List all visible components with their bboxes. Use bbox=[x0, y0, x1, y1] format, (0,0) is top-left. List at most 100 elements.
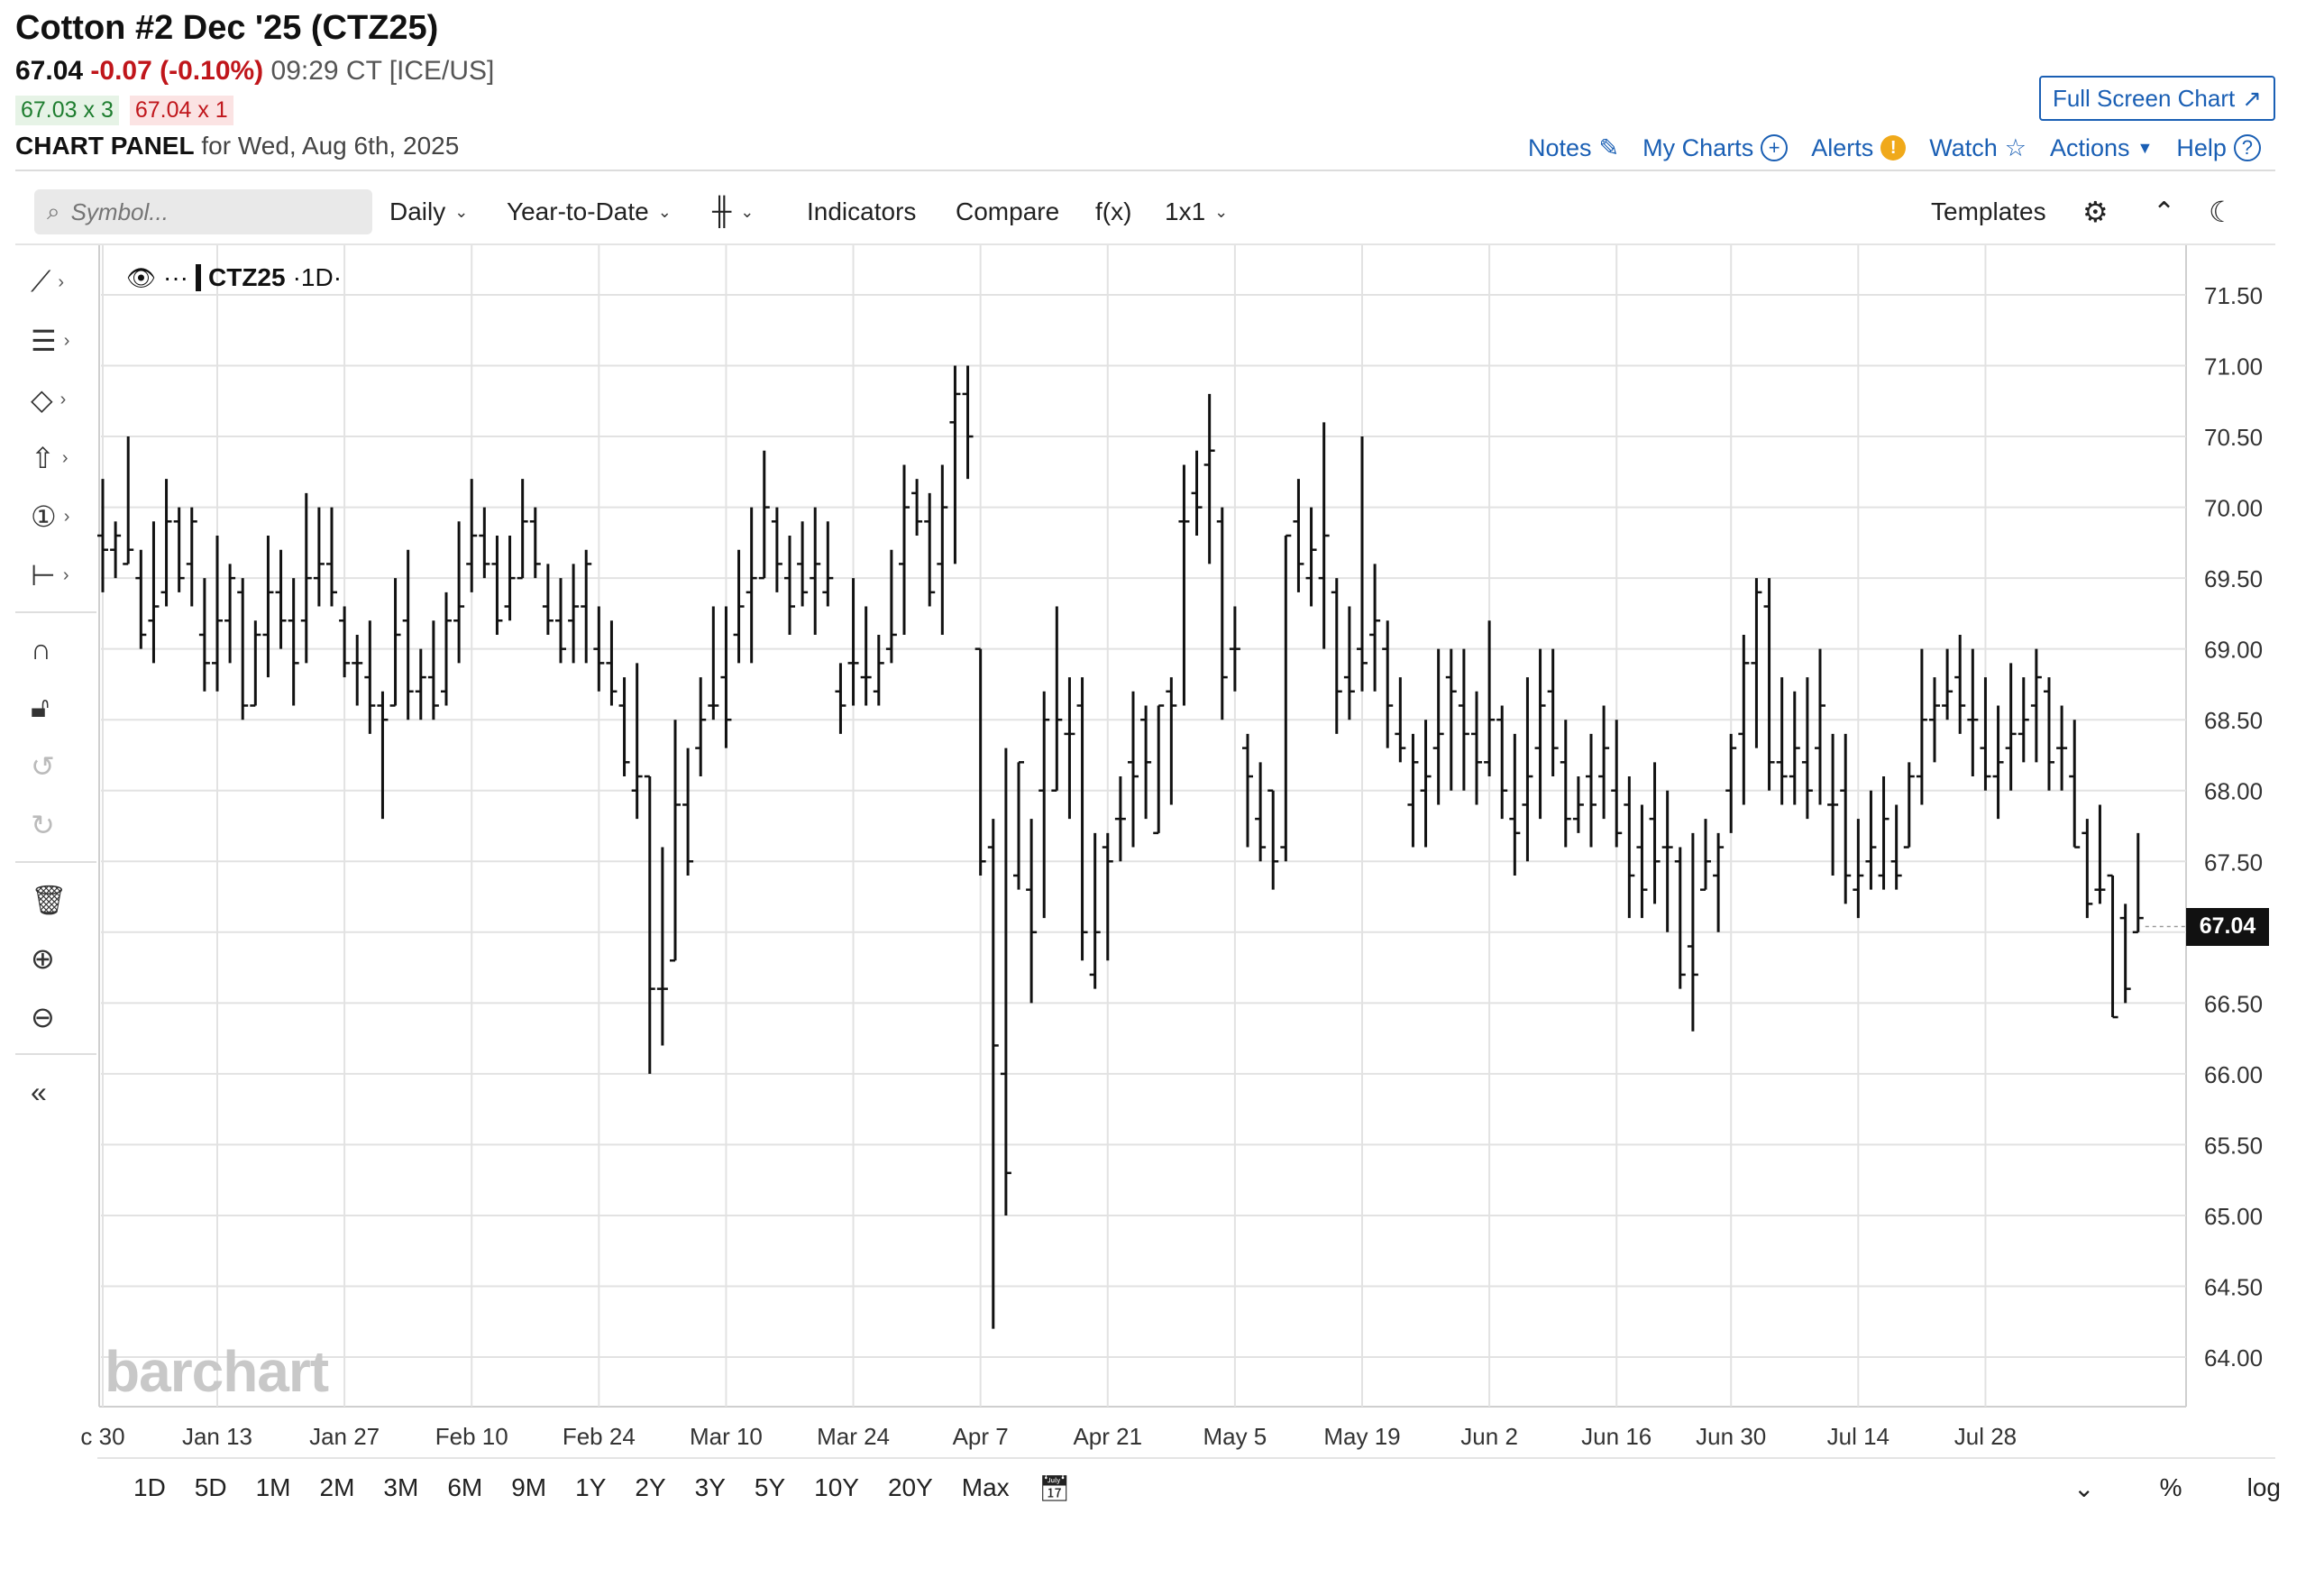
help-link[interactable]: Help ? bbox=[2176, 134, 2261, 162]
ohlc-bar bbox=[682, 748, 694, 876]
zoom-in-button[interactable]: ⊕ bbox=[31, 938, 81, 979]
x-tick-label: Mar 10 bbox=[690, 1423, 763, 1450]
watch-label: Watch bbox=[1929, 133, 1998, 161]
legend-menu-dots[interactable]: ··· bbox=[163, 263, 188, 291]
my-charts-link[interactable]: My Charts + bbox=[1642, 134, 1789, 162]
alerts-link[interactable]: Alerts ! bbox=[1811, 134, 1907, 162]
chart-legend[interactable]: 👁︎ ··· CTZ25 ·1D· bbox=[126, 263, 342, 292]
ohlc-bar bbox=[1357, 436, 1368, 692]
indicators-button[interactable]: Indicators bbox=[807, 189, 916, 234]
magnet-button[interactable]: ∩ bbox=[31, 628, 81, 670]
ohlc-bar bbox=[1572, 776, 1584, 833]
ohlc-bar bbox=[1343, 606, 1355, 720]
notes-link[interactable]: Notes ✎ bbox=[1528, 134, 1619, 162]
range-button-5d[interactable]: 5D bbox=[194, 1473, 227, 1501]
log-toggle[interactable]: log bbox=[2246, 1473, 2281, 1501]
ohlc-bar bbox=[1611, 720, 1623, 848]
ohlc-bar bbox=[135, 549, 147, 649]
measure-tool-button[interactable]: ⊢ › bbox=[31, 555, 81, 596]
symbol-input[interactable] bbox=[70, 197, 342, 226]
ohlc-bar bbox=[1255, 762, 1267, 862]
double-chevron-down-icon[interactable]: ⌄ bbox=[2073, 1473, 2095, 1502]
percent-toggle[interactable]: % bbox=[2159, 1473, 2182, 1501]
ohlc-bar bbox=[873, 634, 884, 706]
caret-down-icon: ▼ bbox=[2136, 138, 2154, 157]
ohlc-bar bbox=[97, 479, 108, 592]
ohlc-bar bbox=[581, 549, 592, 664]
range-button-9m[interactable]: 9M bbox=[511, 1473, 547, 1501]
ohlc-bar bbox=[110, 521, 122, 579]
ohlc-bar bbox=[1687, 832, 1698, 1032]
watch-link[interactable]: Watch ☆ bbox=[1929, 134, 2027, 162]
ohlc-bar bbox=[1942, 648, 1953, 720]
templates-button[interactable]: Templates bbox=[1931, 189, 2046, 234]
y-tick-label: 68.50 bbox=[2204, 707, 2263, 734]
fib-tool-button[interactable]: ☰ › bbox=[31, 320, 81, 362]
ohlc-bar bbox=[517, 479, 528, 580]
ohlc-bar bbox=[1560, 720, 1571, 848]
eye-icon[interactable]: 👁︎ bbox=[126, 263, 157, 291]
range-button-10y[interactable]: 10Y bbox=[814, 1473, 859, 1501]
range-button-5y[interactable]: 5Y bbox=[754, 1473, 786, 1501]
range-button-max[interactable]: Max bbox=[961, 1473, 1010, 1501]
templates-label: Templates bbox=[1931, 197, 2046, 225]
zoom-out-icon: ⊖ bbox=[31, 1001, 55, 1033]
ohlc-bar bbox=[911, 479, 923, 536]
range-button-2m[interactable]: 2M bbox=[319, 1473, 355, 1501]
ohlc-bar bbox=[847, 578, 859, 706]
y-tick-label: 66.00 bbox=[2204, 1061, 2263, 1088]
settings-button[interactable]: ⚙ bbox=[2082, 189, 2109, 234]
shape-tool-button[interactable]: ◇ › bbox=[31, 379, 81, 420]
calendar-icon[interactable]: 📅︎ bbox=[1038, 1473, 1071, 1502]
ohlc-bar bbox=[415, 648, 426, 720]
panel-date: for Wed, Aug 6th, 2025 bbox=[201, 132, 460, 160]
full-screen-chart-button[interactable]: Full Screen Chart ↗ bbox=[2039, 76, 2275, 121]
ohlc-bar bbox=[758, 450, 770, 580]
symbol-search[interactable]: ⌕ bbox=[34, 189, 372, 234]
compare-button[interactable]: Compare bbox=[956, 189, 1059, 234]
range-button-3y[interactable]: 3Y bbox=[694, 1473, 726, 1501]
arrow-tool-button[interactable]: ⇧ › bbox=[31, 437, 81, 479]
delete-button[interactable]: 🗑︎ bbox=[31, 879, 81, 921]
range-button-2y[interactable]: 2Y bbox=[635, 1473, 666, 1501]
interval-dropdown[interactable]: Daily ⌄ bbox=[389, 189, 468, 234]
ohlc-bar bbox=[453, 521, 465, 664]
range-button-1m[interactable]: 1M bbox=[255, 1473, 291, 1501]
layout-dropdown[interactable]: 1x1 ⌄ bbox=[1165, 189, 1228, 234]
ohlc-bar bbox=[1432, 648, 1444, 805]
ohlc-bar bbox=[377, 691, 389, 820]
range-button-1y[interactable]: 1Y bbox=[575, 1473, 607, 1501]
undo-button[interactable]: ↺ bbox=[31, 746, 81, 787]
range-dropdown[interactable]: Year-to-Date ⌄ bbox=[507, 189, 672, 234]
ohlc-bar bbox=[1102, 832, 1113, 961]
lock-button[interactable]: 🔓︎ bbox=[31, 687, 81, 729]
range-button-3m[interactable]: 3M bbox=[383, 1473, 419, 1501]
collapse-rail-button[interactable]: « bbox=[31, 1071, 81, 1113]
range-button-1d[interactable]: 1D bbox=[133, 1473, 166, 1501]
ohlc-bar bbox=[568, 564, 580, 664]
collapse-header-button[interactable]: ⌃ bbox=[2153, 189, 2175, 234]
zoom-out-button[interactable]: ⊖ bbox=[31, 996, 81, 1038]
ohlc-bar bbox=[2107, 874, 2118, 1019]
ohlc-bar bbox=[352, 634, 363, 706]
ohlc-bar bbox=[1738, 634, 1750, 805]
ohlc-bar bbox=[618, 677, 630, 777]
ohlc-bar bbox=[1178, 464, 1190, 706]
line-tool-button[interactable]: ⟋ › bbox=[31, 261, 81, 303]
chart-type-dropdown[interactable]: ╫ ⌄ bbox=[712, 189, 754, 234]
range-button-20y[interactable]: 20Y bbox=[887, 1473, 933, 1501]
ohlc-bar bbox=[1751, 578, 1762, 748]
ohlc-bar bbox=[2069, 720, 2081, 849]
ohlc-bar bbox=[1382, 620, 1394, 748]
ohlc-bar bbox=[1522, 677, 1533, 862]
actions-menu[interactable]: Actions ▼ bbox=[2050, 134, 2153, 162]
ohlc-bar bbox=[1827, 733, 1839, 876]
numbered-circle-icon: ① bbox=[31, 500, 57, 533]
annotation-tool-button[interactable]: ① › bbox=[31, 496, 81, 537]
theme-toggle[interactable]: ☾ bbox=[2209, 189, 2235, 234]
function-button[interactable]: f(x) bbox=[1095, 189, 1131, 234]
line-tool-icon: ⟋ bbox=[31, 265, 51, 298]
range-button-6m[interactable]: 6M bbox=[447, 1473, 483, 1501]
redo-button[interactable]: ↻ bbox=[31, 804, 81, 846]
